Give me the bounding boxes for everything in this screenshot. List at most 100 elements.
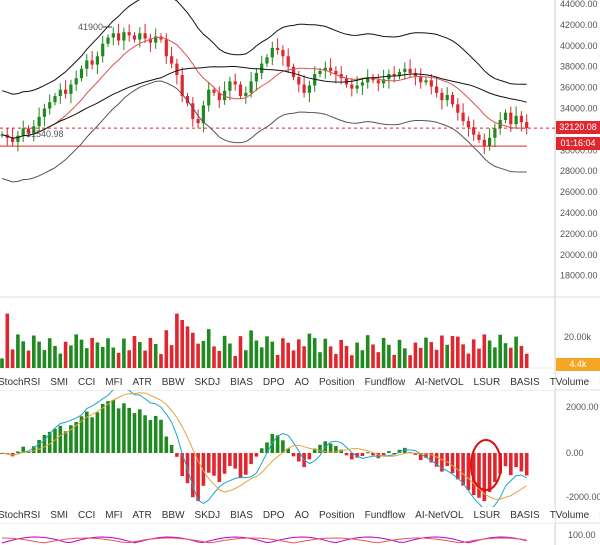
volume-bar bbox=[339, 339, 343, 368]
candle-body bbox=[164, 39, 168, 57]
indicator-tab-mfi[interactable]: MFI bbox=[105, 376, 123, 388]
indicator-tab-ai-netvol[interactable]: AI-NetVOL bbox=[415, 509, 464, 521]
macd-histogram-bar bbox=[456, 453, 460, 480]
macd-histogram-bar bbox=[371, 453, 375, 456]
candle-body bbox=[456, 104, 460, 113]
price-axis-tick: 26000.00 bbox=[560, 187, 598, 197]
candle-body bbox=[525, 122, 529, 129]
indicator-tab-atr[interactable]: ATR bbox=[132, 376, 152, 388]
indicator-tab-cci[interactable]: CCI bbox=[78, 509, 96, 521]
candle-body bbox=[260, 63, 264, 73]
candle-body bbox=[514, 115, 518, 125]
volume-bar bbox=[307, 333, 312, 368]
volume-bar bbox=[371, 344, 375, 368]
macd-histogram-bar bbox=[238, 453, 243, 479]
indicator-tab-dpo[interactable]: DPO bbox=[262, 509, 285, 521]
candle-body bbox=[111, 33, 115, 38]
indicator-tab-tvolume[interactable]: TVolume bbox=[549, 376, 590, 388]
candle-body bbox=[360, 82, 364, 86]
macd-histogram-bar bbox=[482, 453, 487, 502]
candle-body bbox=[519, 115, 523, 123]
indicator-tab-basis[interactable]: BASIS bbox=[510, 509, 540, 521]
indicator-tab-bbw[interactable]: BBW bbox=[161, 509, 185, 521]
indicator-tab-ao[interactable]: AO bbox=[294, 376, 310, 388]
indicator-tab-atr[interactable]: ATR bbox=[132, 509, 152, 521]
price-axis-tick: 30000.00 bbox=[560, 145, 598, 155]
macd-histogram-bar bbox=[169, 444, 174, 453]
indicator-tab-bias[interactable]: BIAS bbox=[230, 376, 253, 388]
macd-histogram-bar bbox=[201, 453, 206, 486]
macd-histogram-bar bbox=[275, 435, 280, 453]
candle-body bbox=[212, 89, 216, 93]
volume-bar bbox=[21, 341, 25, 368]
indicator-tab-bias[interactable]: BIAS bbox=[230, 509, 253, 521]
volume-bar bbox=[259, 347, 264, 368]
indicator-tab-smi[interactable]: SMI bbox=[50, 509, 69, 521]
indicator-tab-fundflow[interactable]: Fundflow bbox=[364, 509, 406, 521]
macd-histogram-bar bbox=[217, 453, 222, 482]
avg-price-text: 31540.98 bbox=[26, 129, 64, 139]
volume-bar bbox=[153, 344, 158, 368]
indicator-tab-smi[interactable]: SMI bbox=[50, 376, 69, 388]
indicator-tab-position[interactable]: Position bbox=[319, 509, 355, 521]
candle-body bbox=[424, 80, 428, 83]
price-axis-tick: 38000.00 bbox=[560, 62, 598, 72]
indicator-tab-lsur[interactable]: LSUR bbox=[473, 376, 501, 388]
candle-body bbox=[180, 75, 184, 96]
volume-bar bbox=[63, 341, 68, 368]
price-axis-tick: 18000.00 bbox=[560, 271, 598, 281]
macd-histogram-bar bbox=[493, 453, 497, 483]
macd-histogram-bar bbox=[74, 421, 78, 453]
price-axis-tick: 24000.00 bbox=[560, 208, 598, 218]
annotation-circle bbox=[470, 439, 502, 491]
indicator-tab-mfi[interactable]: MFI bbox=[105, 509, 123, 521]
candle-body bbox=[69, 84, 73, 94]
indicator-tab-dpo[interactable]: DPO bbox=[262, 376, 285, 388]
candle-body bbox=[122, 32, 126, 41]
macd-histogram-bar bbox=[334, 446, 338, 453]
volume-bar bbox=[106, 338, 110, 368]
volume-bar bbox=[440, 335, 444, 368]
indicator-tab-ao[interactable]: AO bbox=[294, 509, 310, 521]
candle-body bbox=[64, 89, 68, 94]
macd-histogram-bar bbox=[95, 412, 100, 453]
indicator-tab-ai-netvol[interactable]: AI-NetVOL bbox=[415, 376, 464, 388]
indicator-tab-cci[interactable]: CCI bbox=[78, 376, 96, 388]
volume-bar bbox=[196, 343, 200, 368]
macd-histogram-bar bbox=[509, 453, 513, 476]
indicator-tab-tvolume[interactable]: TVolume bbox=[549, 509, 590, 521]
indicator-tab-fundflow[interactable]: Fundflow bbox=[364, 376, 406, 388]
macd-histogram-bar bbox=[514, 453, 518, 468]
candle-body bbox=[270, 47, 274, 58]
candle-body bbox=[127, 32, 131, 36]
indicator-tab-bbw[interactable]: BBW bbox=[161, 376, 185, 388]
indicator-tab-lsur[interactable]: LSUR bbox=[473, 509, 501, 521]
macd-histogram-bar bbox=[265, 442, 269, 453]
indicator-tab-basis[interactable]: BASIS bbox=[510, 376, 540, 388]
indicator-tab-skdj[interactable]: SKDJ bbox=[194, 376, 221, 388]
candle-body bbox=[466, 121, 470, 128]
candle-body bbox=[148, 38, 152, 43]
volume-bar bbox=[524, 353, 529, 368]
candle-body bbox=[254, 72, 258, 82]
candle-body bbox=[117, 33, 121, 41]
indicator-tab-position[interactable]: Position bbox=[319, 376, 355, 388]
volume-bar bbox=[344, 345, 349, 368]
volume-bar bbox=[42, 350, 47, 368]
indicator-tab-skdj[interactable]: SKDJ bbox=[194, 509, 221, 521]
macd-histogram-bar bbox=[90, 417, 94, 453]
volume-bar bbox=[254, 340, 259, 368]
candle-body bbox=[392, 74, 396, 77]
indicator-tab-stochrsi[interactable]: StochRSI bbox=[0, 509, 41, 521]
macd-histogram-bar bbox=[79, 416, 84, 453]
signal-line bbox=[1, 392, 527, 500]
candle-body bbox=[413, 72, 417, 77]
macd-histogram-bar bbox=[69, 425, 73, 453]
indicator-tab-stochrsi[interactable]: StochRSI bbox=[0, 376, 41, 388]
volume-bar bbox=[159, 354, 163, 368]
volume-bar bbox=[95, 342, 100, 368]
macd-histogram-bar bbox=[450, 453, 455, 474]
volume-bar bbox=[408, 355, 412, 368]
volume-bar bbox=[281, 338, 285, 368]
